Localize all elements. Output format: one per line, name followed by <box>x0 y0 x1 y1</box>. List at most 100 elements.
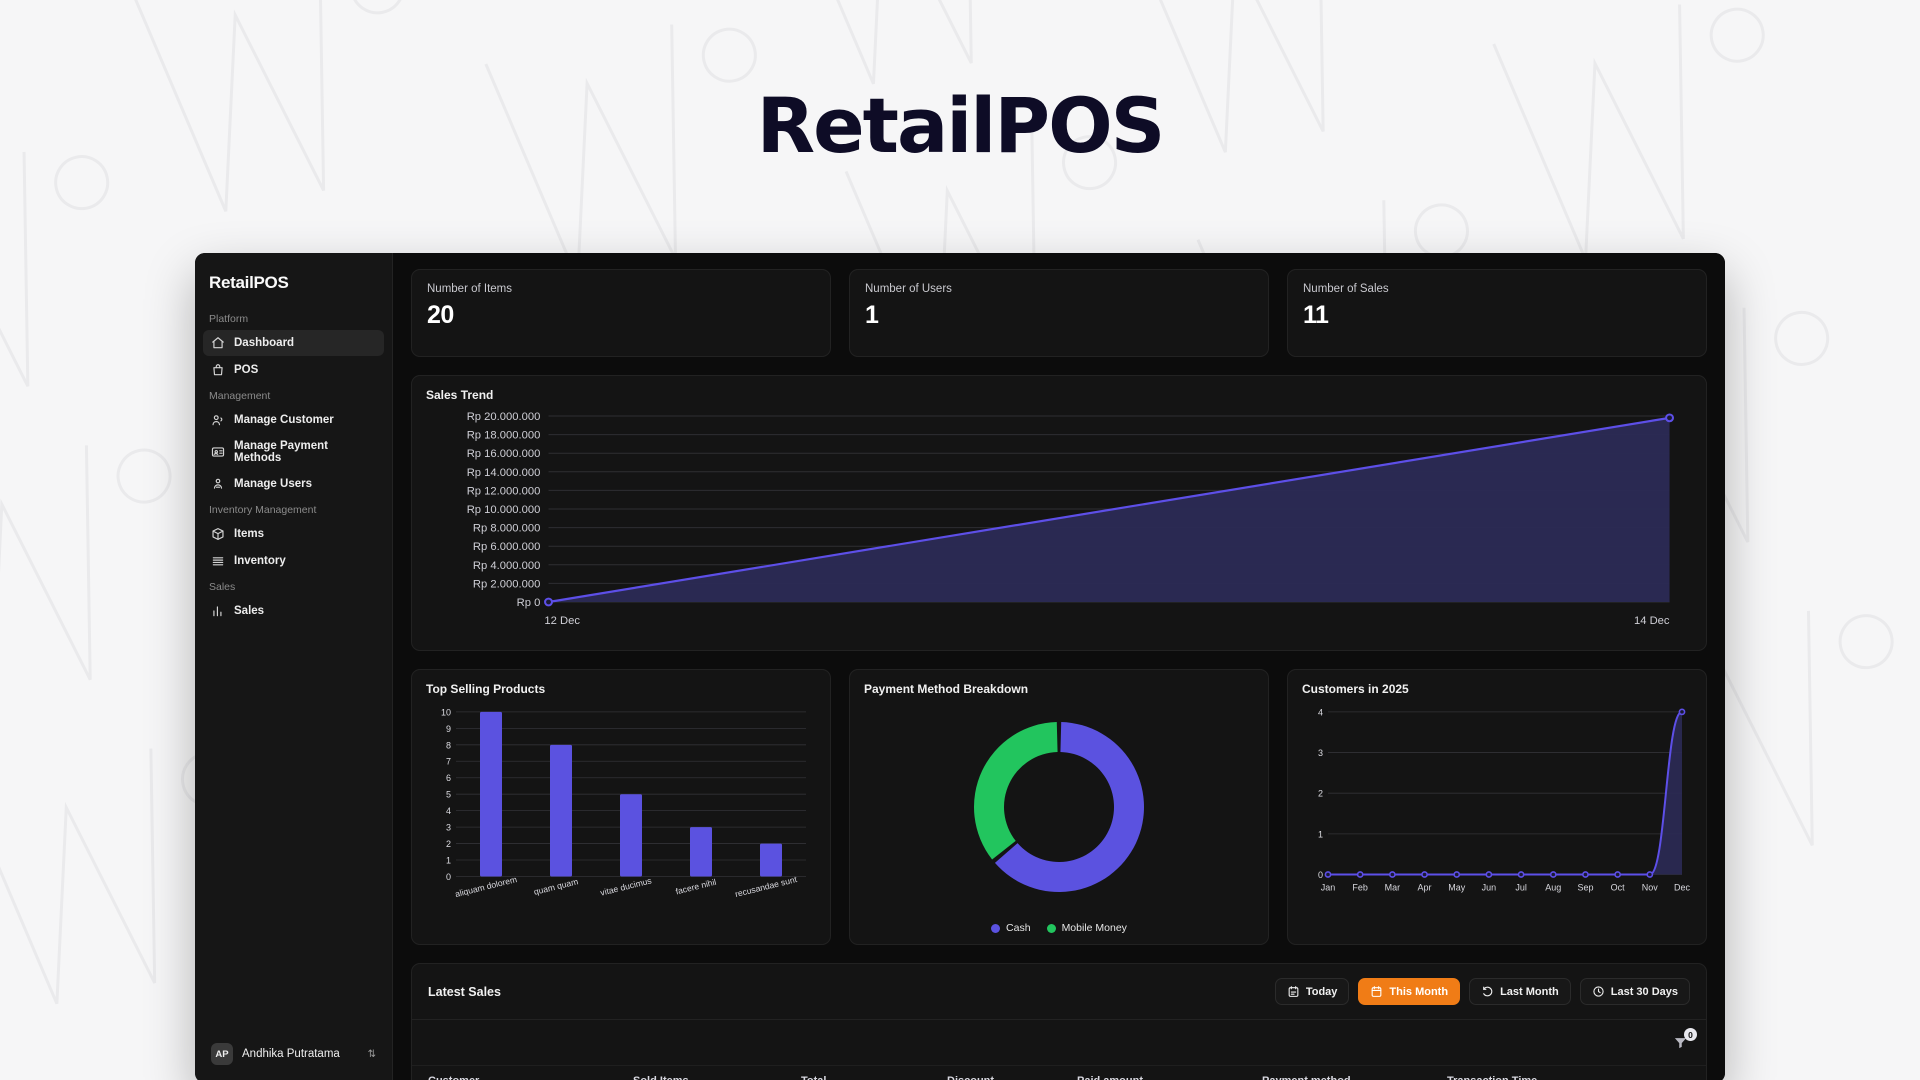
legend-item-cash[interactable]: Cash <box>991 922 1031 934</box>
svg-text:facere nihil: facere nihil <box>675 877 718 897</box>
nav-group-label: Management <box>209 390 271 402</box>
user-profile-chip[interactable]: AP Andhika Putratama ⇅ <box>203 1037 384 1071</box>
filter-button-last-month[interactable]: Last Month <box>1469 978 1571 1005</box>
sidebar-item-manage-payment-methods[interactable]: Manage Payment Methods <box>203 434 384 470</box>
latest-sales-header: Latest Sales Today This Month Last Month <box>412 964 1706 1020</box>
svg-text:Rp 14.000.000: Rp 14.000.000 <box>467 467 541 479</box>
svg-text:Jun: Jun <box>1482 882 1497 892</box>
svg-text:3: 3 <box>1318 748 1323 758</box>
stat-label: Number of Items <box>427 283 512 295</box>
column-header-payment-method[interactable]: Payment method <box>1262 1075 1447 1080</box>
column-header-discount[interactable]: Discount <box>947 1075 1077 1080</box>
table-filter-bar: 0 <box>412 1020 1706 1066</box>
latest-sales-card: Latest Sales Today This Month Last Month <box>411 963 1707 1080</box>
svg-text:Feb: Feb <box>1352 882 1368 892</box>
filter-button-label: Last Month <box>1500 985 1559 998</box>
svg-text:Oct: Oct <box>1611 882 1626 892</box>
chart-title: Sales Trend <box>426 388 494 402</box>
avatar: AP <box>211 1043 233 1065</box>
box-icon <box>211 527 225 541</box>
stat-cards-row: Number of Items 20 Number of Users 1 Num… <box>411 269 1707 357</box>
home-icon <box>211 336 225 350</box>
svg-text:9: 9 <box>446 724 451 734</box>
chart-title: Payment Method Breakdown <box>864 682 1029 696</box>
filter-button-last-30-days[interactable]: Last 30 Days <box>1579 978 1690 1005</box>
undo-icon <box>1481 985 1494 998</box>
users-icon <box>211 413 225 427</box>
sidebar-item-sales[interactable]: Sales <box>203 598 384 624</box>
sidebar-item-label: Manage Users <box>234 478 312 490</box>
svg-text:0: 0 <box>1318 870 1323 880</box>
legend-item-mobile-money[interactable]: Mobile Money <box>1046 922 1127 934</box>
sidebar-item-inventory[interactable]: Inventory <box>203 548 384 574</box>
column-header-paid-amount[interactable]: Paid amount <box>1077 1075 1262 1080</box>
filter-icon-button[interactable]: 0 <box>1673 1028 1697 1050</box>
list-icon <box>211 554 225 568</box>
svg-text:vitae ducimus: vitae ducimus <box>599 875 652 897</box>
payment-method-donut-chart <box>864 700 1254 918</box>
svg-text:Dec: Dec <box>1674 882 1691 892</box>
column-header-total[interactable]: Total <box>801 1075 947 1080</box>
legend-color-dot <box>1046 923 1056 933</box>
funnel-icon <box>1673 1035 1688 1050</box>
stat-card-items: Number of Items 20 <box>411 269 831 357</box>
svg-text:Rp 4.000.000: Rp 4.000.000 <box>473 560 540 572</box>
svg-text:Mar: Mar <box>1385 882 1401 892</box>
customers-2025-card: Customers in 2025 0 1 2 3 4 Jan Feb Mar Apr May Ju… <box>1287 669 1707 945</box>
sidebar-item-manage-customer[interactable]: Manage Customer <box>203 407 384 433</box>
svg-text:Sep: Sep <box>1577 882 1593 892</box>
nav-group-inventory-management: Inventory Management Items Inventory <box>195 498 392 575</box>
nav-group-label: Platform <box>209 313 249 325</box>
sidebar-item-pos[interactable]: POS <box>203 357 384 383</box>
sidebar-item-label: POS <box>234 364 259 376</box>
svg-text:7: 7 <box>446 757 451 767</box>
svg-text:Rp 0: Rp 0 <box>517 597 541 609</box>
nav-group-management: Management Manage Customer Manage Paymen… <box>195 384 392 498</box>
donut-legend: Cash Mobile Money <box>864 918 1254 934</box>
svg-text:Jul: Jul <box>1515 882 1527 892</box>
sales-trend-chart: Rp 0 Rp 2.000.000 Rp 4.000.000 Rp 6.000.000… <box>426 406 1692 644</box>
sales-trend-card: Sales Trend Rp 0 Rp 2.000.000 Rp 4.000.000… <box>411 375 1707 651</box>
column-header-sold-items[interactable]: Sold Items <box>633 1075 801 1080</box>
svg-text:Rp 10.000.000: Rp 10.000.000 <box>467 504 541 516</box>
legend-label: Cash <box>1006 922 1031 934</box>
stat-card-users: Number of Users 1 <box>849 269 1269 357</box>
charts-row: Top Selling Products 0 1 2 3 4 5 6 7 8 9 10 aliquam… <box>411 669 1707 945</box>
svg-text:recusandae sunt: recusandae sunt <box>734 874 799 899</box>
clock-icon <box>1592 985 1605 998</box>
date-filter-buttons: Today This Month Last Month Last 30 Days <box>1274 978 1690 1005</box>
svg-text:Nov: Nov <box>1642 882 1659 892</box>
svg-text:Rp 18.000.000: Rp 18.000.000 <box>467 430 541 442</box>
svg-text:4: 4 <box>446 806 451 816</box>
sidebar-item-label: Inventory <box>234 555 286 567</box>
nav-group-sales: Sales Sales <box>195 575 392 625</box>
sidebar-item-manage-users[interactable]: Manage Users <box>203 471 384 497</box>
sidebar-item-label: Manage Customer <box>234 414 334 426</box>
credit-card-icon <box>211 445 225 459</box>
filter-button-today[interactable]: Today <box>1274 978 1350 1005</box>
svg-text:Jan: Jan <box>1321 882 1336 892</box>
sidebar-item-items[interactable]: Items <box>203 521 384 547</box>
bar-chart-icon <box>211 604 225 618</box>
column-header-customer[interactable]: Customer <box>428 1075 633 1080</box>
svg-text:0: 0 <box>446 872 451 882</box>
nav-group-platform: Platform Dashboard POS <box>195 307 392 384</box>
shopping-bag-icon <box>211 363 225 377</box>
sidebar-brand: RetailPOS <box>209 273 289 292</box>
top-selling-products-chart: 0 1 2 3 4 5 6 7 8 9 10 aliquam dolorem quam quam vita… <box>426 700 816 934</box>
main-content: Number of Items 20 Number of Users 1 Num… <box>393 253 1725 1080</box>
page-title: RetailPOS <box>756 80 1166 170</box>
column-header-transaction-time[interactable]: Transaction Time <box>1447 1075 1690 1080</box>
nav-group-label: Inventory Management <box>209 504 317 516</box>
payment-method-breakdown-card: Payment Method Breakdown Cash Mobile Mon… <box>849 669 1269 945</box>
calendar-icon <box>1370 985 1383 998</box>
sales-trend-svg: Rp 0 Rp 2.000.000 Rp 4.000.000 Rp 6.000.000… <box>467 411 1675 627</box>
legend-label: Mobile Money <box>1061 922 1127 934</box>
donut-chart-svg <box>974 722 1144 892</box>
filter-button-this-month[interactable]: This Month <box>1358 978 1461 1005</box>
svg-text:2: 2 <box>446 839 451 849</box>
sidebar-item-label: Manage Payment Methods <box>234 440 328 464</box>
sidebar-item-dashboard[interactable]: Dashboard <box>203 330 384 356</box>
sidebar-item-label: Dashboard <box>234 337 295 349</box>
filter-button-label: This Month <box>1389 985 1449 998</box>
